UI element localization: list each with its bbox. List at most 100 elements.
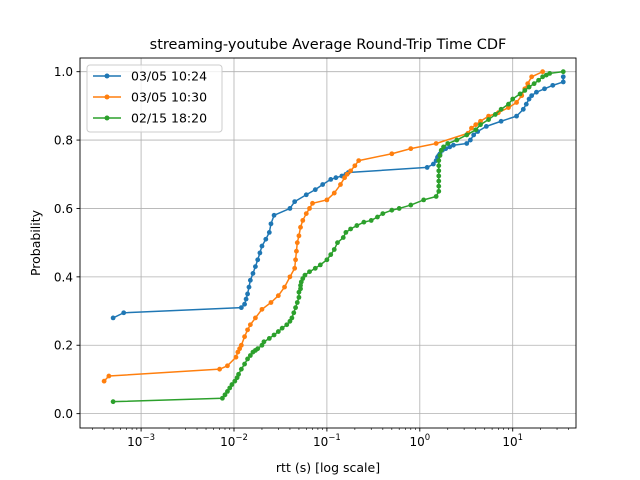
data-point (298, 224, 303, 230)
data-point (271, 212, 277, 218)
data-point (540, 69, 546, 75)
data-point (291, 310, 297, 316)
data-point (279, 325, 285, 331)
data-point (408, 146, 414, 152)
data-point (320, 182, 326, 187)
data-point (451, 142, 456, 148)
data-point (529, 93, 535, 99)
data-point (473, 127, 479, 133)
x-tick-label: 101 (502, 433, 523, 449)
data-point (246, 284, 252, 290)
data-point (261, 339, 267, 345)
data-point (534, 89, 539, 95)
data-point (294, 248, 299, 254)
data-point (498, 106, 504, 112)
data-point (263, 236, 269, 242)
x-tick-label: 10−2 (220, 433, 248, 449)
data-point (514, 113, 519, 119)
data-point (348, 168, 354, 174)
data-point (294, 240, 300, 246)
data-point (464, 132, 470, 138)
data-point (296, 233, 302, 239)
data-point (467, 137, 473, 143)
data-point (529, 74, 535, 80)
data-point (335, 240, 340, 246)
data-point (266, 336, 272, 341)
data-point (227, 385, 233, 391)
data-point (294, 300, 300, 305)
data-point (312, 187, 318, 193)
data-point (333, 175, 339, 181)
data-point (255, 257, 261, 263)
data-point (436, 183, 442, 189)
data-point (471, 132, 477, 138)
data-point (303, 192, 309, 198)
data-point (253, 264, 258, 269)
data-point (275, 329, 281, 334)
data-point (245, 356, 250, 362)
data-point (550, 82, 556, 88)
data-point (408, 202, 414, 208)
data-point (506, 101, 511, 107)
data-point (303, 211, 309, 216)
data-point (245, 291, 250, 297)
legend-label: 03/05 10:24 (131, 69, 207, 84)
y-axis-label: Probability (28, 209, 43, 276)
y-tick-label: 0.6 (54, 202, 73, 216)
data-point (331, 247, 337, 252)
data-point (354, 223, 360, 228)
data-point (560, 74, 566, 80)
data-point (275, 293, 281, 299)
data-point (343, 230, 349, 235)
data-point (110, 399, 116, 405)
data-point (342, 175, 347, 181)
data-point (243, 296, 249, 302)
data-point (247, 277, 253, 283)
data-point (289, 315, 295, 321)
data-point (436, 173, 442, 179)
data-point (268, 300, 274, 305)
data-point (469, 125, 474, 131)
series-3 (110, 69, 566, 405)
data-point (219, 395, 225, 401)
data-point (424, 165, 430, 170)
data-point (292, 199, 298, 205)
data-point (348, 226, 354, 232)
data-point (492, 112, 498, 117)
y-tick-label: 0.0 (54, 407, 73, 421)
data-point (242, 301, 247, 307)
data-point (356, 158, 362, 163)
y-tick-label: 0.2 (54, 339, 73, 353)
data-point (229, 382, 235, 387)
data-point (236, 371, 241, 377)
data-point (340, 235, 346, 240)
data-point (478, 118, 483, 124)
data-point (296, 294, 302, 300)
data-point (486, 113, 491, 119)
x-tick-label: 100 (409, 433, 430, 449)
data-point (300, 276, 306, 281)
data-point (344, 171, 350, 177)
data-point (307, 269, 312, 275)
data-point (526, 96, 532, 102)
data-point (300, 218, 306, 223)
data-point (483, 123, 489, 129)
data-point (445, 141, 451, 146)
data-point (287, 274, 293, 280)
data-point (436, 158, 442, 163)
legend-label: 03/05 10:30 (131, 90, 207, 105)
data-point (232, 378, 238, 384)
data-point (302, 272, 308, 278)
data-point (247, 322, 253, 328)
plot-frame (79, 57, 577, 429)
x-tick-label: 10−3 (127, 433, 155, 449)
data-point (375, 214, 380, 220)
data-point (506, 105, 511, 110)
data-point (338, 182, 343, 187)
data-point (307, 206, 312, 211)
data-point (247, 353, 253, 358)
legend-entry: 02/15 18:20 (93, 111, 207, 126)
data-point (396, 206, 402, 211)
data-point (523, 101, 529, 107)
data-point (287, 206, 293, 211)
